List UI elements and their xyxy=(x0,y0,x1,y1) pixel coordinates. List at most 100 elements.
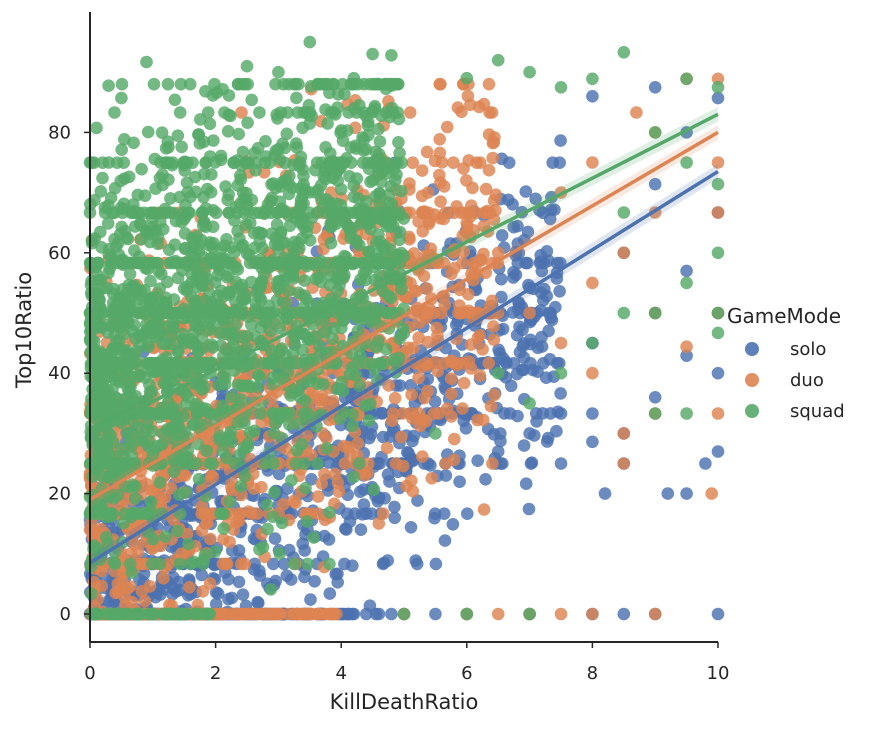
data-point xyxy=(303,117,317,130)
data-point xyxy=(385,198,399,211)
legend-title: GameMode xyxy=(727,304,841,328)
data-point xyxy=(429,607,442,621)
data-point xyxy=(373,135,387,148)
data-point xyxy=(395,282,408,296)
data-point xyxy=(307,531,321,544)
data-point xyxy=(209,597,223,611)
data-point xyxy=(554,407,568,420)
data-point xyxy=(495,229,509,242)
data-point xyxy=(178,306,192,320)
data-point xyxy=(102,156,116,169)
data-point xyxy=(354,273,367,287)
data-point xyxy=(479,473,492,486)
data-point xyxy=(251,596,265,610)
data-point xyxy=(535,340,549,353)
data-point xyxy=(124,377,137,391)
data-point xyxy=(242,204,255,218)
data-point xyxy=(440,120,454,134)
data-point xyxy=(648,391,662,404)
data-point xyxy=(188,607,202,621)
data-point xyxy=(362,414,376,427)
data-point xyxy=(225,435,239,449)
data-point xyxy=(291,106,305,119)
data-point xyxy=(171,524,184,538)
data-point xyxy=(221,125,235,138)
data-point xyxy=(540,245,554,258)
data-point xyxy=(617,306,631,320)
data-point xyxy=(661,487,675,500)
data-point xyxy=(321,117,334,130)
y-axis-label: Top10Ratio xyxy=(12,272,36,389)
data-point xyxy=(148,357,161,370)
data-point xyxy=(266,557,280,571)
data-point xyxy=(254,407,267,420)
data-point xyxy=(293,242,306,255)
data-point xyxy=(140,55,153,69)
data-point xyxy=(111,369,125,383)
data-point xyxy=(523,65,536,79)
data-point xyxy=(648,81,662,94)
data-point xyxy=(272,65,285,79)
data-point xyxy=(458,305,471,319)
data-point xyxy=(372,122,385,136)
legend-label-duo: duo xyxy=(790,370,824,391)
data-point xyxy=(107,206,121,220)
data-point xyxy=(266,177,280,190)
data-point xyxy=(340,507,354,520)
data-point xyxy=(123,267,137,281)
data-point xyxy=(240,59,254,73)
data-point xyxy=(161,275,174,289)
data-point xyxy=(166,588,179,601)
data-point xyxy=(95,321,108,334)
data-point xyxy=(144,607,158,621)
data-point xyxy=(296,537,310,550)
data-point xyxy=(320,442,334,455)
data-point xyxy=(161,135,175,148)
data-point xyxy=(461,507,474,520)
data-point xyxy=(415,189,429,203)
data-point xyxy=(264,583,278,596)
data-point xyxy=(192,472,206,486)
data-point xyxy=(460,216,474,229)
data-point xyxy=(135,585,149,598)
data-point xyxy=(203,607,217,621)
data-point xyxy=(290,141,304,154)
data-point xyxy=(155,126,169,139)
data-point xyxy=(586,276,599,290)
data-point xyxy=(522,502,536,516)
data-point xyxy=(206,220,220,234)
data-point xyxy=(265,191,279,205)
data-point xyxy=(630,106,643,119)
data-point xyxy=(234,173,248,186)
data-point xyxy=(220,557,234,571)
data-point xyxy=(420,145,434,159)
data-point xyxy=(586,435,599,449)
data-point xyxy=(586,156,599,169)
data-point xyxy=(491,366,505,380)
data-point xyxy=(503,407,517,420)
data-point xyxy=(271,275,284,289)
data-point xyxy=(437,507,451,520)
data-point xyxy=(199,402,213,416)
data-point xyxy=(464,98,477,112)
data-point xyxy=(171,345,185,359)
data-point xyxy=(383,430,397,444)
data-point xyxy=(388,391,402,405)
data-point xyxy=(201,182,214,196)
data-point xyxy=(168,307,181,320)
data-point xyxy=(232,575,246,589)
data-point xyxy=(477,219,491,233)
data-point xyxy=(331,272,344,286)
data-point xyxy=(648,306,662,320)
data-point xyxy=(460,607,474,621)
data-point xyxy=(322,533,336,546)
data-point xyxy=(457,245,471,258)
data-point xyxy=(385,49,398,62)
data-point xyxy=(699,457,712,470)
data-point xyxy=(492,343,505,357)
data-point xyxy=(358,356,371,370)
data-point xyxy=(379,256,392,270)
data-point xyxy=(215,308,228,321)
data-point xyxy=(94,185,108,198)
data-point xyxy=(303,333,317,346)
